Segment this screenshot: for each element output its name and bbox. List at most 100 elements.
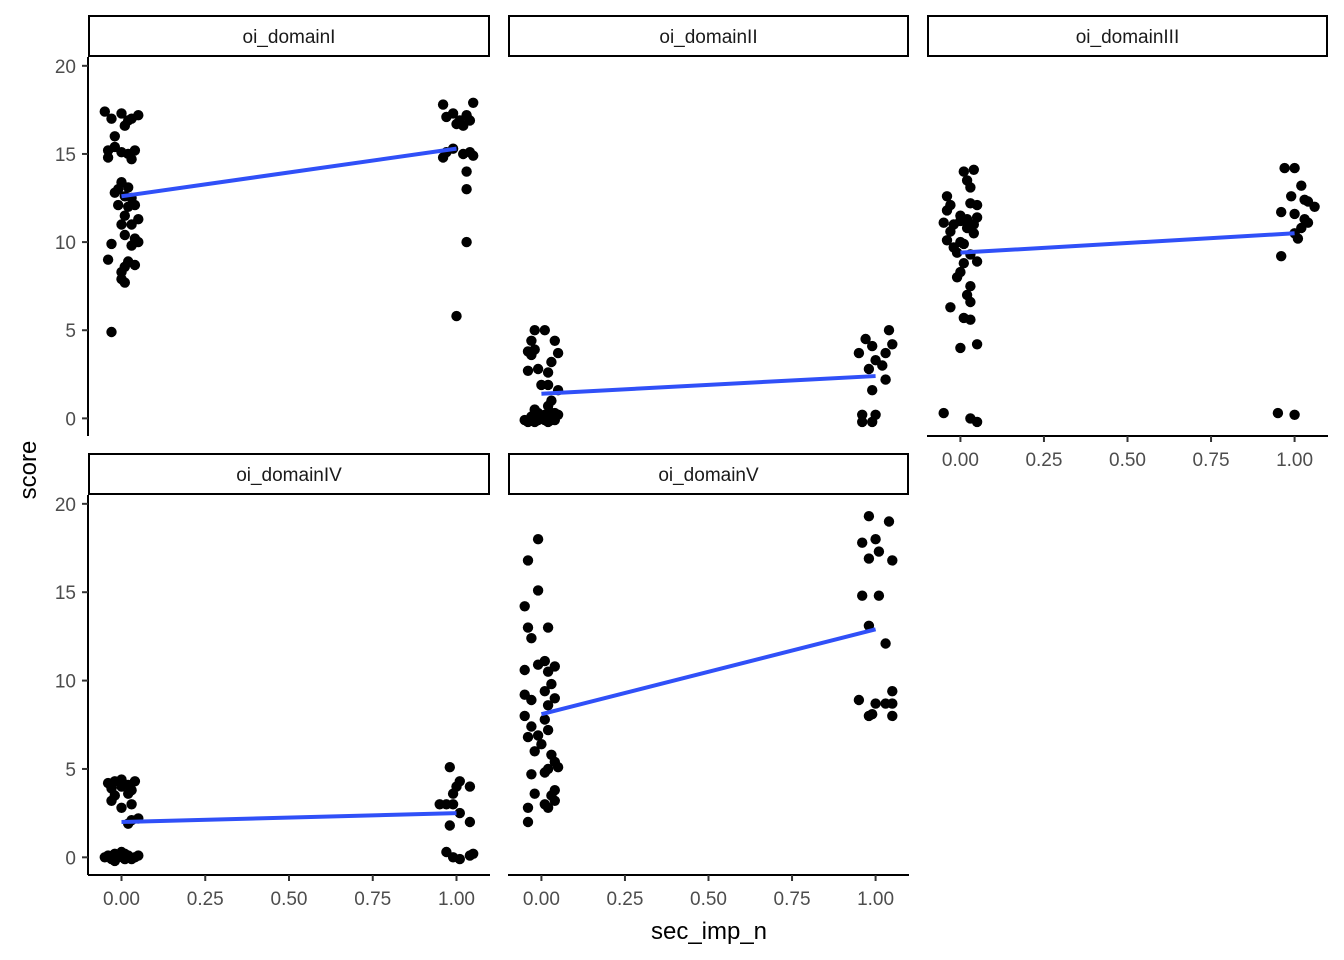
strip-label: oi_domainV: [658, 465, 759, 486]
data-point: [1289, 162, 1300, 174]
data-point: [542, 666, 554, 677]
data-point: [522, 802, 534, 813]
data-point: [129, 259, 141, 271]
data-point: [468, 97, 479, 109]
data-point: [552, 347, 564, 359]
data-point: [106, 113, 117, 124]
panel-oi_domainV: oi_domainV: [508, 453, 909, 828]
strip-label: oi_domainIV: [236, 465, 342, 486]
data-point: [437, 99, 449, 110]
data-point: [522, 555, 534, 566]
data-point: [1272, 407, 1284, 419]
panel-oi_domainIII: oi_domainIII: [927, 15, 1328, 428]
data-point: [860, 333, 871, 345]
strip-background: [508, 15, 909, 57]
data-point: [526, 694, 537, 706]
points: [519, 325, 898, 428]
data-point: [106, 238, 117, 250]
x-tick-label: 0.50: [690, 889, 727, 910]
data-point: [441, 111, 452, 123]
x-tick-label: 1.00: [857, 889, 894, 910]
strip-background: [88, 453, 490, 495]
data-point: [519, 601, 530, 612]
data-point: [451, 310, 462, 322]
y-axis: 0 5 10 15 20: [55, 57, 89, 436]
data-point: [971, 416, 983, 428]
data-point: [863, 363, 875, 375]
data-point: [938, 217, 949, 228]
data-point: [126, 219, 137, 230]
data-point: [126, 799, 137, 810]
data-point: [542, 802, 554, 813]
data-point: [867, 340, 878, 352]
data-point: [539, 325, 550, 336]
data-point: [529, 325, 540, 336]
strip-background: [88, 15, 490, 57]
data-point: [887, 710, 898, 722]
points: [519, 511, 898, 828]
data-point: [870, 698, 881, 709]
data-point: [116, 802, 127, 813]
data-point: [116, 781, 127, 792]
data-point: [526, 769, 537, 780]
data-point: [971, 256, 983, 267]
data-point: [546, 407, 557, 419]
data-point: [877, 360, 888, 371]
data-point: [447, 788, 459, 799]
y-tick-label: 5: [65, 760, 76, 781]
y-tick-label: 0: [65, 848, 76, 869]
x-tick-label: 0.75: [354, 889, 391, 910]
data-point: [109, 187, 121, 198]
data-point: [965, 281, 976, 292]
data-point: [880, 374, 891, 385]
x-axis: 0.00 0.25 0.50 0.75 1.00: [927, 435, 1328, 471]
data-point: [938, 407, 949, 419]
data-point: [444, 820, 455, 831]
data-point: [965, 314, 976, 325]
y-tick-label: 15: [55, 583, 76, 604]
data-point: [519, 664, 530, 676]
data-point: [461, 236, 472, 248]
data-point: [1296, 180, 1307, 191]
data-point: [867, 416, 878, 428]
data-point: [857, 537, 868, 548]
data-point: [126, 240, 137, 251]
data-point: [526, 349, 537, 361]
x-axes-layer: 0.00 0.25 0.50 0.75 1.00 0.00 0.25 0.50 0.75 1.00…: [88, 435, 1328, 910]
data-point: [458, 148, 469, 160]
y-axis-title: score: [15, 441, 42, 500]
x-tick-label: 1.00: [438, 889, 475, 910]
fit-line: [121, 811, 457, 824]
data-point: [119, 210, 130, 221]
data-point: [958, 258, 969, 269]
x-tick-label: 0.75: [774, 889, 811, 910]
data-point: [133, 110, 144, 121]
data-point: [126, 154, 137, 165]
x-tick-label: 0.00: [103, 889, 140, 910]
data-point: [532, 407, 544, 419]
data-point: [522, 816, 534, 828]
data-point: [1276, 206, 1287, 218]
data-point: [444, 762, 455, 773]
data-point: [464, 816, 476, 828]
data-point: [958, 166, 969, 177]
data-point: [468, 150, 479, 161]
data-point: [113, 199, 124, 211]
x-axis: 0.00 0.25 0.50 0.75 1.00: [508, 874, 909, 910]
data-point: [958, 238, 969, 250]
x-tick-label: 0.25: [606, 889, 643, 910]
data-point: [526, 633, 537, 644]
data-point: [1279, 162, 1290, 174]
data-point: [461, 184, 472, 195]
panel-oi_domainII: oi_domainII: [508, 15, 909, 428]
x-tick-label: 0.50: [1109, 450, 1146, 471]
data-point: [102, 152, 114, 163]
y-tick-label: 20: [55, 57, 76, 78]
x-tick-label: 0.50: [271, 889, 308, 910]
data-point: [887, 698, 898, 709]
data-point: [853, 347, 865, 359]
data-point: [116, 219, 127, 230]
y-tick-label: 10: [55, 672, 76, 693]
data-point: [539, 714, 550, 725]
